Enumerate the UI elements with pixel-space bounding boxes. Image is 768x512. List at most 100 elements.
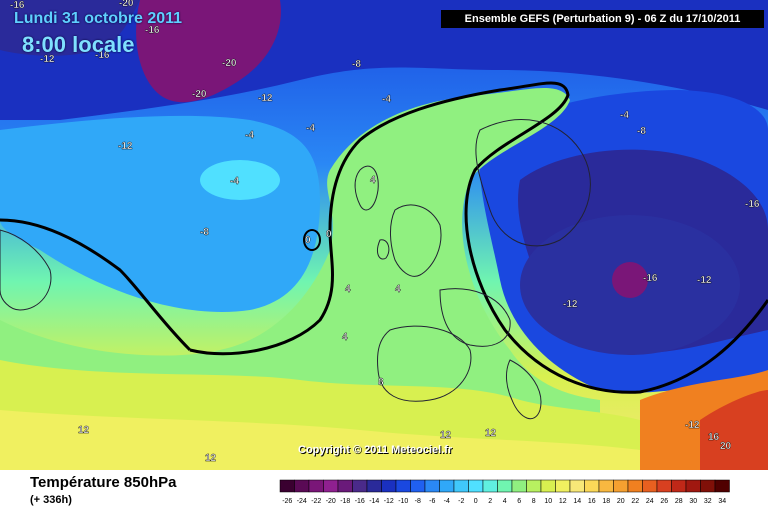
isotherm-label: -8	[637, 126, 646, 137]
isotherm-label: -12	[697, 275, 712, 286]
scale-swatch	[526, 479, 542, 493]
scale-swatch	[497, 479, 513, 493]
scale-tick-label: -14	[369, 498, 379, 505]
isotherm-label: -16	[745, 199, 760, 210]
scale-swatch	[613, 479, 629, 493]
isotherm-label: -16	[145, 25, 160, 36]
isotherm-label: -20	[119, 0, 134, 9]
scale-tick-label: 32	[704, 498, 712, 505]
model-run-header: Ensemble GEFS (Perturbation 9) - 06 Z du…	[441, 10, 764, 28]
scale-swatch	[279, 479, 295, 493]
scale-swatch	[439, 479, 455, 493]
scale-swatch	[424, 479, 440, 493]
scale-tick-label: 0	[474, 498, 478, 505]
temperature-color-scale: -26 -24 -22 -20 -18 -16 -14 -12 -10 -8 -6 -4 -2 0 2 4 6 8…	[279, 479, 730, 505]
hot-southeast-core	[700, 390, 768, 470]
coastline-iceland	[354, 165, 379, 211]
coldest-spot	[612, 262, 648, 298]
scale-swatch	[308, 479, 324, 493]
scale-swatch	[323, 479, 339, 493]
greenland-cold-core	[136, 0, 281, 103]
scale-tick-label: -20	[326, 498, 336, 505]
isotherm-label: 4	[395, 284, 401, 295]
isotherm-label: -8	[352, 59, 361, 70]
scale-tick-label: -16	[355, 498, 365, 505]
isotherm-label: -12	[563, 299, 578, 310]
coastline-canada	[0, 229, 52, 311]
isotherm-label: -12	[118, 141, 133, 152]
isotherm-label: 0	[305, 235, 311, 246]
copyright-text: Copyright © 2011 Meteociel.fr	[298, 444, 453, 456]
isotherm-label: 20	[720, 441, 732, 452]
scale-tick-label: 34	[718, 498, 726, 505]
scale-tick-label: -24	[297, 498, 307, 505]
scale-tick-label: 22	[631, 498, 639, 505]
scale-swatch	[671, 479, 687, 493]
isotherm-label: 12	[440, 430, 452, 441]
scale-swatch	[381, 479, 397, 493]
scale-swatch	[482, 479, 498, 493]
scale-swatch	[598, 479, 614, 493]
temperature-map: -16 -20 -16 -12 -16 -20 -20 -8 -12 -4 -12 -4 -4 -4 -8 0…	[0, 0, 768, 470]
forecast-time: 8:00 locale	[22, 32, 135, 57]
isotherm-label: 12	[78, 425, 90, 436]
isotherm-label: -12	[685, 420, 700, 431]
scale-tick-label: 28	[675, 498, 683, 505]
coastline-ireland	[377, 239, 390, 260]
scale-swatch	[294, 479, 310, 493]
scale-tick-label: -22	[311, 498, 321, 505]
coastline-iberia	[377, 325, 472, 402]
isotherm-label: -20	[192, 89, 207, 100]
isotherm-label: -12	[40, 54, 55, 65]
isotherm-label: -4	[306, 123, 315, 134]
isotherm-label: 4	[342, 332, 348, 343]
field-title: Température 850hPa	[30, 474, 177, 491]
scale-swatch	[714, 479, 730, 493]
scale-tick-label: -4	[444, 498, 450, 505]
scale-tick-label: 20	[617, 498, 625, 505]
isotherm-label: 8	[378, 377, 384, 388]
isotherm-label: -16	[95, 50, 110, 61]
lead-time: (+ 336h)	[30, 494, 72, 506]
scale-tick-label: 4	[503, 498, 507, 505]
isotherm-label: 4	[345, 284, 351, 295]
scale-swatch	[685, 479, 701, 493]
scale-tick-label: -26	[282, 498, 292, 505]
scale-tick-label: 12	[559, 498, 567, 505]
isotherm-0-loop	[303, 229, 321, 251]
isotherm-label: 12	[205, 453, 217, 464]
scale-tick-label: 10	[544, 498, 552, 505]
scale-tick-label: 16	[588, 498, 596, 505]
scale-swatch	[337, 479, 353, 493]
isotherm-label: -4	[230, 176, 239, 187]
isotherm-label: -4	[245, 130, 254, 141]
coastline-scandinavia	[475, 119, 591, 247]
isotherm-label: -20	[222, 58, 237, 69]
isotherm-label: -12	[258, 93, 273, 104]
isotherm-0-west	[0, 218, 192, 352]
scale-swatch	[468, 479, 484, 493]
scale-tick-label: -12	[384, 498, 394, 505]
scale-tick-label: -6	[429, 498, 435, 505]
scale-swatch	[569, 479, 585, 493]
scale-tick-label: -10	[398, 498, 408, 505]
forecast-date: Lundi 31 octobre 2011	[14, 10, 183, 27]
isotherm-labels: -16 -20 -16 -12 -16 -20 -20 -8 -12 -4 -12 -4 -4 -4 -8 0…	[10, 0, 760, 464]
scale-swatch	[656, 479, 672, 493]
scale-swatch	[410, 479, 426, 493]
scale-swatch	[453, 479, 469, 493]
isotherm-label: -16	[10, 0, 25, 11]
scale-swatch	[511, 479, 527, 493]
isotherm-label: -16	[643, 273, 658, 284]
scale-tick-label: 6	[517, 498, 521, 505]
isotherm-0-main	[189, 81, 768, 394]
atlantic-pocket	[200, 160, 280, 200]
scale-tick-label: 24	[646, 498, 654, 505]
scale-swatch	[584, 479, 600, 493]
coastline-britain	[390, 204, 442, 277]
scale-swatch	[540, 479, 556, 493]
scale-tick-label: 8	[532, 498, 536, 505]
scale-tick-label: 14	[573, 498, 581, 505]
scale-tick-label: -2	[458, 498, 464, 505]
